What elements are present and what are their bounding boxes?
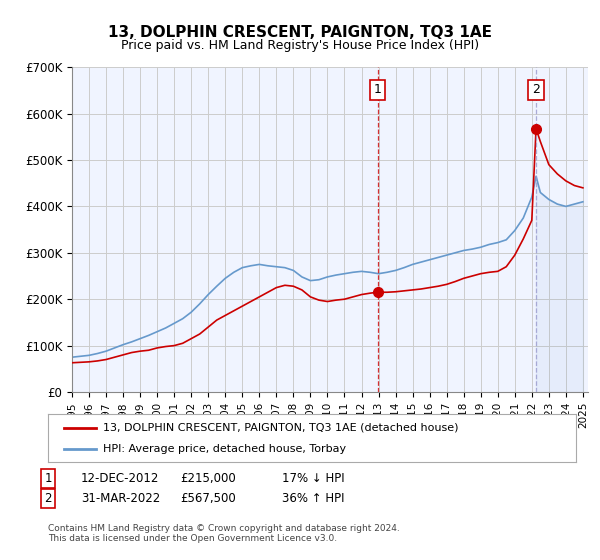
Text: 2: 2 <box>44 492 52 505</box>
Text: Contains HM Land Registry data © Crown copyright and database right 2024.
This d: Contains HM Land Registry data © Crown c… <box>48 524 400 543</box>
Text: £567,500: £567,500 <box>180 492 236 505</box>
Text: Price paid vs. HM Land Registry's House Price Index (HPI): Price paid vs. HM Land Registry's House … <box>121 39 479 52</box>
Text: 2: 2 <box>532 83 540 96</box>
Text: 13, DOLPHIN CRESCENT, PAIGNTON, TQ3 1AE: 13, DOLPHIN CRESCENT, PAIGNTON, TQ3 1AE <box>108 25 492 40</box>
Text: 1: 1 <box>374 83 382 96</box>
Text: 13, DOLPHIN CRESCENT, PAIGNTON, TQ3 1AE (detached house): 13, DOLPHIN CRESCENT, PAIGNTON, TQ3 1AE … <box>103 423 459 433</box>
Text: 31-MAR-2022: 31-MAR-2022 <box>81 492 160 505</box>
Text: HPI: Average price, detached house, Torbay: HPI: Average price, detached house, Torb… <box>103 444 347 454</box>
Text: 1: 1 <box>44 472 52 486</box>
Text: £215,000: £215,000 <box>180 472 236 486</box>
Text: 36% ↑ HPI: 36% ↑ HPI <box>282 492 344 505</box>
Text: 17% ↓ HPI: 17% ↓ HPI <box>282 472 344 486</box>
Text: 12-DEC-2012: 12-DEC-2012 <box>81 472 160 486</box>
